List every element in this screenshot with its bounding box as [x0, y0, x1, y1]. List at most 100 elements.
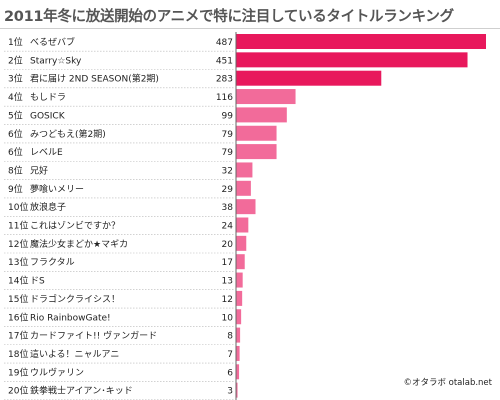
- bar: [236, 309, 242, 325]
- ranking-row: 2位 Starry☆Sky 451: [4, 52, 468, 70]
- title-label: もしドラ: [30, 92, 66, 103]
- credit-label: ©オタラボ otalab.net: [403, 378, 492, 388]
- title-label: Rio RainbowGate!: [30, 313, 111, 323]
- rank-label: 10位: [8, 201, 28, 213]
- title-label: 夢喰いメリー: [30, 183, 84, 195]
- value-label: 116: [216, 93, 233, 103]
- bar: [236, 364, 240, 380]
- title-label: 鉄拳戦士アイアン･キッド: [30, 385, 133, 397]
- ranking-row: 18位 這いよる！ニャルアニ 7: [4, 345, 240, 364]
- value-label: 24: [222, 222, 234, 232]
- title-label: 放浪息子: [30, 201, 66, 213]
- rank-label: 4位: [8, 91, 23, 103]
- rank-label: 6位: [8, 146, 23, 158]
- title-label: ドラゴンクライシス！: [30, 293, 120, 305]
- bar: [236, 235, 247, 251]
- rank-label: 12位: [8, 238, 28, 250]
- title-divider: [0, 28, 500, 29]
- ranking-row: 19位 ウルヴァリン 6: [4, 364, 240, 382]
- ranking-row: 8位 兄好 32: [4, 162, 253, 180]
- bar: [236, 217, 249, 233]
- value-label: 283: [216, 75, 233, 85]
- value-label: 32: [222, 166, 233, 176]
- rank-label: 17位: [8, 330, 28, 342]
- value-label: 79: [222, 148, 234, 158]
- ranking-row: 6位 レベルE 79: [4, 144, 277, 162]
- rank-label: 14位: [8, 275, 28, 287]
- title-label: レベルE: [30, 148, 63, 158]
- bar: [236, 199, 256, 215]
- value-label: 10: [222, 313, 234, 323]
- ranking-row: 3位 君に届け 2ND SEASON(第2期) 283: [4, 70, 382, 89]
- rank-label: 9位: [8, 183, 23, 195]
- title-label: フラクタル: [30, 257, 75, 268]
- ranking-row: 17位 カードファイト!! ヴァンガード 8: [4, 327, 241, 346]
- ranking-row: 4位 もしドラ 116: [4, 89, 296, 107]
- value-label: 20: [222, 240, 234, 250]
- value-label: 29: [222, 185, 234, 195]
- bar: [236, 327, 241, 343]
- bar: [236, 125, 277, 141]
- value-label: 12: [222, 295, 233, 305]
- title-label: 這いよる！ニャルアニ: [30, 348, 119, 360]
- bar: [236, 70, 382, 86]
- rank-label: 19位: [8, 366, 28, 378]
- bar: [236, 382, 238, 398]
- bar: [236, 345, 240, 361]
- value-label: 7: [227, 350, 233, 360]
- title-label: ウルヴァリン: [30, 366, 84, 378]
- ranking-row: 12位 魔法少女まどか★マギカ 20: [4, 235, 247, 254]
- rank-label: 18位: [8, 348, 28, 360]
- title-label: べるぜバブ: [30, 36, 75, 48]
- value-label: 99: [222, 111, 234, 121]
- rank-label: 8位: [8, 164, 23, 176]
- value-label: 79: [222, 130, 234, 140]
- title-label: みつどもえ(第2期): [30, 128, 106, 140]
- value-label: 451: [216, 56, 233, 66]
- rank-label: 1位: [8, 36, 23, 48]
- value-label: 487: [216, 38, 233, 48]
- ranking-row: 20位 鉄拳戦士アイアン･キッド 3: [4, 382, 238, 400]
- rank-label: 6位: [8, 128, 23, 140]
- bar: [236, 290, 243, 306]
- rank-label: 11位: [8, 220, 28, 232]
- title-label: 君に届け 2ND SEASON(第2期): [30, 73, 159, 85]
- rank-label: 3位: [8, 73, 23, 85]
- value-label: 17: [222, 258, 233, 268]
- value-label: 8: [227, 332, 233, 342]
- ranking-row: 6位 みつどもえ(第2期) 79: [4, 125, 277, 144]
- title-label: GOSICK: [30, 111, 66, 121]
- bar: [236, 162, 253, 178]
- title-label: ドS: [30, 277, 45, 287]
- rank-label: 5位: [8, 109, 23, 121]
- bar: [236, 107, 287, 123]
- title-label: 魔法少女まどか★マギカ: [30, 238, 128, 250]
- ranking-row: 11位 これはゾンビですか？ 24: [4, 217, 249, 235]
- rank-label: 15位: [8, 293, 28, 305]
- rank-label: 2位: [8, 54, 23, 66]
- chart-title: 2011年冬に放送開始のアニメで特に注目しているタイトルランキング: [4, 9, 454, 25]
- bar: [236, 89, 296, 105]
- ranking-row: 14位 ドS 13: [4, 272, 243, 291]
- value-label: 13: [222, 277, 233, 287]
- title-label: これはゾンビですか？: [30, 221, 120, 232]
- ranking-row: 13位 フラクタル 17: [4, 254, 245, 272]
- title-label: 兄好: [30, 164, 48, 176]
- rank-label: 16位: [8, 311, 28, 323]
- bar: [236, 34, 486, 49]
- rank-label: 13位: [8, 256, 28, 268]
- rank-label: 20位: [8, 385, 28, 397]
- bar: [236, 144, 277, 160]
- bar: [236, 254, 245, 270]
- ranking-row: 9位 夢喰いメリー 29: [4, 180, 251, 199]
- bar: [236, 180, 251, 196]
- ranking-row: 5位 GOSICK 99: [4, 107, 287, 125]
- ranking-row: 15位 ドラゴンクライシス！ 12: [4, 290, 243, 309]
- value-label: 6: [227, 368, 233, 378]
- bar: [236, 272, 243, 288]
- ranking-row: 10位 放浪息子 38: [4, 199, 256, 217]
- title-label: Starry☆Sky: [30, 56, 82, 66]
- ranking-row: 16位 Rio RainbowGate! 10: [4, 309, 242, 327]
- bar: [236, 52, 468, 68]
